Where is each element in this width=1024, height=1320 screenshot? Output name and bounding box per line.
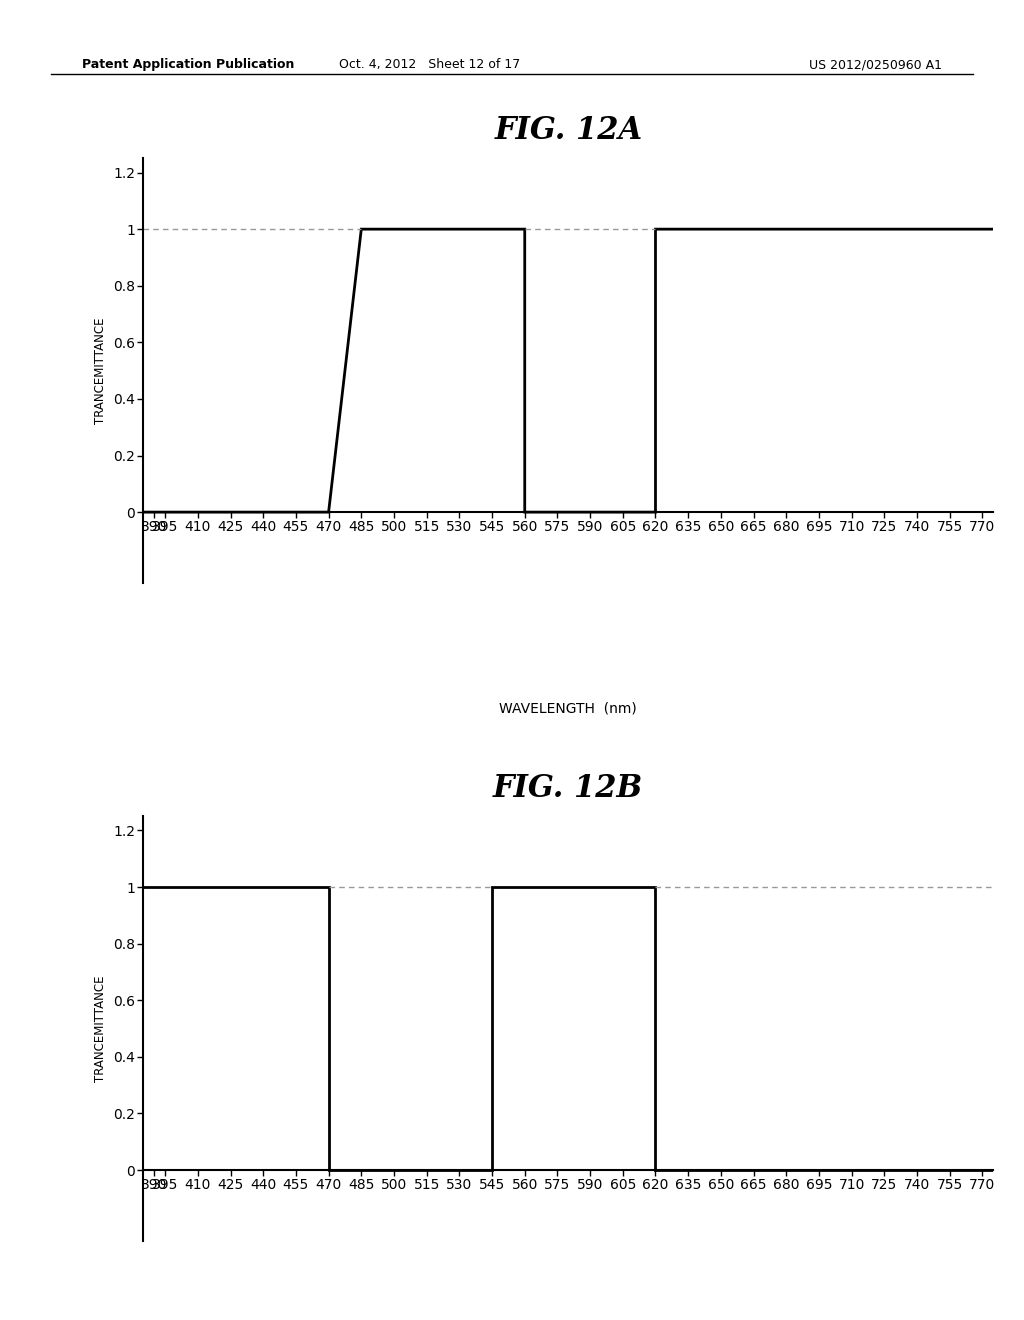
X-axis label: WAVELENGTH  (nm): WAVELENGTH (nm) [500,702,637,715]
Title: FIG. 12B: FIG. 12B [494,774,643,804]
Y-axis label: TRANCEMITTANCE: TRANCEMITTANCE [94,317,108,424]
Text: Oct. 4, 2012   Sheet 12 of 17: Oct. 4, 2012 Sheet 12 of 17 [339,58,521,71]
Y-axis label: TRANCEMITTANCE: TRANCEMITTANCE [94,975,108,1082]
Title: FIG. 12A: FIG. 12A [495,115,642,147]
Text: Patent Application Publication: Patent Application Publication [82,58,294,71]
Text: US 2012/0250960 A1: US 2012/0250960 A1 [809,58,942,71]
